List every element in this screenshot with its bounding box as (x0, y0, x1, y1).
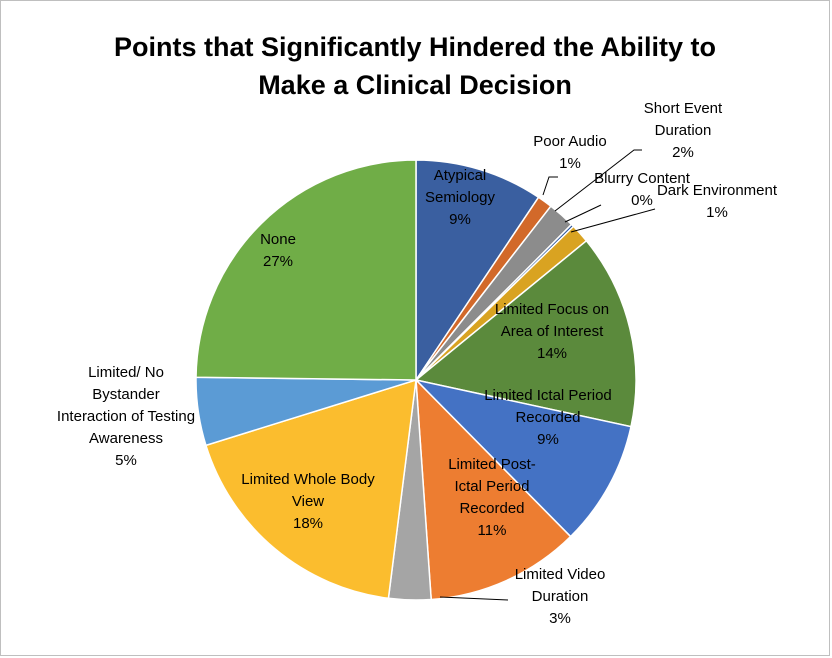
pie-slice (204, 378, 417, 600)
slice-label-line: 9% (537, 431, 559, 448)
slice-label-line: 27% (263, 253, 293, 270)
slice-label: Short Event Duration 2% (644, 100, 723, 161)
slice-label-line: Poor Audio (533, 133, 606, 150)
slice-label-line: 9% (449, 211, 471, 228)
slice-label: Poor Audio 1% (533, 133, 606, 172)
pie-slice (415, 159, 540, 383)
slice-label-line: 18% (293, 515, 323, 532)
leader-line (554, 149, 642, 212)
leader-line (564, 204, 602, 223)
slice-label-line: Duration (655, 122, 712, 139)
slice-label-line: Ictal Period (454, 478, 529, 495)
slice-label-line: Atypical (434, 167, 487, 184)
slice-label: Limited Ictal Period Recorded 9% (484, 387, 612, 448)
slice-label: Blurry Content 0% (594, 170, 691, 209)
slice-label: Limited Whole Body View 18% (241, 471, 375, 532)
leader-line (570, 208, 656, 233)
leader-line (439, 596, 509, 601)
slice-label-line: Recorded (459, 500, 524, 517)
slice-label: Limited Focus on Area of Interest 14% (495, 301, 609, 362)
slice-label-line: Bystander (92, 386, 160, 403)
pie-slice (414, 239, 637, 428)
slice-label-line: Limited/ No (88, 364, 164, 381)
slice-label-line: Interaction of Testing (57, 408, 195, 425)
chart-title-line-2: Make a Clinical Decision (258, 70, 572, 100)
chart-title: Points that Significantly Hindered the A… (0, 28, 830, 104)
slice-label-line: 1% (559, 155, 581, 172)
leader-line (542, 176, 558, 196)
pie-slice (413, 378, 632, 538)
slice-label-line: Limited Post- (448, 456, 536, 473)
slice-label: Atypical Semiology 9% (425, 167, 496, 228)
slice-label-line: Dark Environment (657, 182, 778, 199)
slice-label-line: 3% (549, 610, 571, 627)
slice-label-line: Limited Ictal Period (484, 387, 612, 404)
slice-label-line: Blurry Content (594, 170, 691, 187)
slice-label-line: Short Event (644, 100, 723, 117)
slice-label-line: Limited Focus on (495, 301, 609, 318)
slice-label-line: Limited Video (515, 566, 606, 583)
slice-label-line: Area of Interest (501, 323, 604, 340)
slice-label: Dark Environment 1% (657, 182, 778, 221)
chart-title-line-1: Points that Significantly Hindered the A… (113, 32, 717, 62)
slice-label-line: 5% (115, 452, 137, 469)
slice-label: Limited/ No Bystander Interaction of Testi… (57, 364, 195, 469)
slice-label-line: 1% (706, 204, 728, 221)
pie-slice (415, 378, 572, 601)
slice-label-line: Semiology (425, 189, 496, 206)
slice-label-line: Awareness (89, 430, 163, 447)
slice-label: Limited Post- Ictal Period Recorded 11% (448, 456, 536, 539)
slice-label-line: 14% (537, 345, 567, 362)
slice-label-line: Recorded (515, 409, 580, 426)
slice-label: Limited Video Duration 3% (515, 566, 606, 627)
slice-label-line: 0% (631, 192, 653, 209)
slice-label-line: Duration (532, 588, 589, 605)
slice-label-line: View (292, 493, 324, 510)
slice-label-line: None (260, 231, 296, 248)
pie-slice (195, 159, 417, 381)
slice-label-line: 11% (478, 522, 507, 539)
slice-label-line: 2% (672, 144, 694, 161)
slice-label-line: Limited Whole Body (241, 471, 375, 488)
slice-label: None 27% (260, 231, 296, 270)
